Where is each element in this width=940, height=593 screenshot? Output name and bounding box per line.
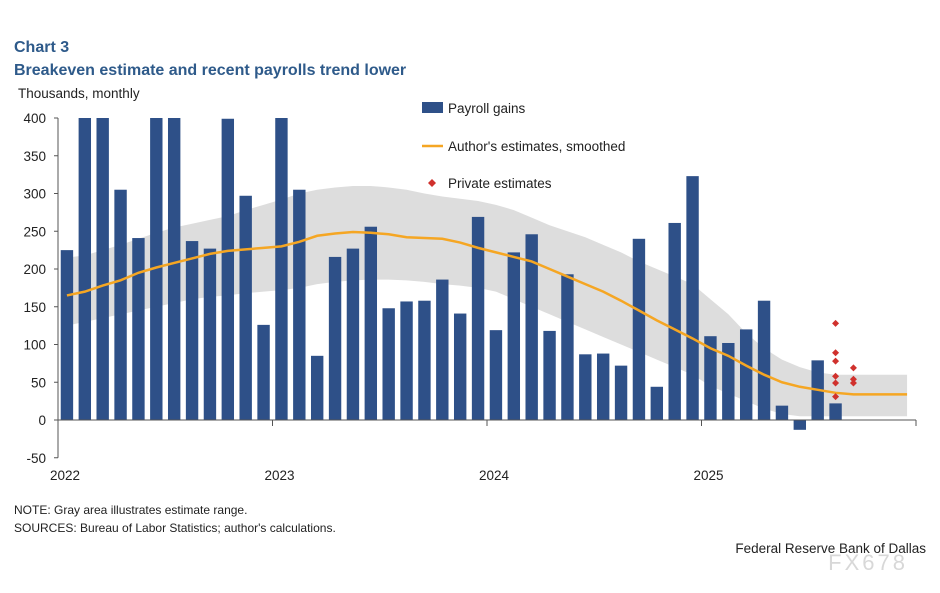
y-tick-label: 50 — [31, 375, 46, 390]
x-tick-label: 2024 — [479, 468, 510, 483]
y-tick-label: 250 — [23, 224, 46, 239]
x-tick-label: 2022 — [50, 468, 80, 483]
payroll-bar-2022-07 — [167, 118, 181, 420]
payroll-bar-2023-09 — [418, 300, 431, 420]
payroll-bar-2024-09 — [632, 238, 646, 420]
legend-payroll-gains: Payroll gains — [448, 101, 526, 116]
payroll-bar-2024-08 — [614, 365, 628, 420]
private-estimate-point-8 — [849, 379, 857, 387]
y-tick-label: 400 — [23, 111, 46, 126]
payroll-bar-2022-02 — [78, 118, 92, 420]
private-estimate-point-5 — [832, 393, 840, 401]
private-estimate-point-2 — [832, 357, 840, 365]
payroll-bar-2024-04 — [543, 330, 556, 420]
private-estimate-dots — [832, 319, 857, 401]
payroll-bar-2024-01 — [489, 330, 503, 420]
private-estimate-point-0 — [832, 319, 840, 327]
payroll-bar-2024-03 — [525, 234, 538, 420]
y-tick-label: 350 — [23, 149, 46, 164]
estimate-line-group — [66, 230, 908, 396]
footnote: NOTE: Gray area illustrates estimate ran… — [14, 503, 247, 517]
legend-private-estimates: Private estimates — [448, 176, 552, 191]
payroll-bar-2022-03 — [96, 118, 109, 420]
watermark: FX678 — [828, 550, 908, 575]
payroll-bar-2023-01 — [275, 118, 288, 420]
y-axis-label: Thousands, monthly — [18, 86, 140, 101]
payroll-bar-2023-08 — [400, 301, 413, 420]
payroll-bar-2024-06 — [579, 354, 592, 420]
payroll-bar-2024-05 — [561, 274, 574, 420]
chart-number: Chart 3 — [14, 39, 69, 56]
y-tick-label: -50 — [26, 451, 46, 466]
payroll-bar-2022-01 — [60, 250, 74, 420]
private-estimate-point-7 — [849, 375, 857, 383]
private-estimate-point-6 — [849, 364, 857, 372]
payroll-bar-2024-02 — [507, 252, 521, 420]
y-tick-label: 0 — [38, 413, 46, 428]
payroll-bar-2023-12 — [471, 216, 485, 420]
private-estimate-point-3 — [832, 372, 840, 380]
payroll-bar-2025-04 — [757, 300, 771, 420]
legend: Payroll gains Author's estimates, smooth… — [422, 101, 625, 191]
payroll-bar-2022-08 — [185, 241, 199, 420]
payroll-bar-2025-01 — [704, 336, 717, 420]
x-tick-label: 2023 — [264, 468, 294, 483]
y-tick-label: 100 — [23, 338, 46, 353]
payroll-bar-2022-09 — [203, 248, 217, 420]
payroll-bar-2025-02 — [722, 342, 735, 420]
payroll-bar-2023-02 — [293, 189, 306, 420]
payroll-bar-2025-05 — [775, 405, 789, 420]
sources: SOURCES: Bureau of Labor Statistics; aut… — [14, 521, 336, 535]
payroll-bars — [60, 118, 842, 430]
private-estimate-point-1 — [832, 349, 840, 357]
payroll-bar-2025-03 — [739, 329, 753, 420]
payroll-bar-2022-12 — [257, 324, 270, 420]
x-tick-label: 2025 — [693, 468, 723, 483]
payroll-bar-2025-08 — [829, 403, 842, 420]
y-tick-label: 150 — [23, 300, 46, 315]
payroll-bar-2024-07 — [596, 353, 610, 420]
payroll-bar-2024-10 — [650, 386, 664, 420]
axes: 400 350 300 250 200 150 100 50 0 -50 2022 2023 2024 2… — [23, 111, 917, 483]
payroll-bar-2023-04 — [328, 256, 342, 420]
chart-title: Breakeven estimate and recent payrolls t… — [14, 62, 406, 79]
payroll-bar-2022-10 — [221, 118, 235, 420]
payroll-bar-2022-05 — [132, 238, 145, 420]
payroll-bar-2022-11 — [239, 195, 252, 420]
payroll-bar-2025-06 — [793, 420, 807, 430]
payroll-bar-2023-10 — [436, 279, 449, 420]
payroll-bar-2023-05 — [346, 248, 360, 420]
payroll-bar-2024-11 — [668, 222, 681, 420]
credit: Federal Reserve Bank of Dallas — [735, 541, 926, 556]
payroll-bar-2023-11 — [453, 313, 467, 420]
authors-estimate-line — [66, 230, 908, 396]
payroll-bar-2023-07 — [382, 308, 395, 420]
payroll-bar-2024-12 — [686, 176, 699, 420]
legend-diamond-swatch — [428, 179, 436, 187]
y-tick-label: 300 — [23, 187, 46, 202]
private-estimate-point-4 — [832, 379, 840, 387]
payroll-bar-2022-04 — [114, 189, 127, 420]
legend-bar-swatch — [422, 102, 443, 113]
legend-authors-estimates: Author's estimates, smoothed — [448, 139, 625, 154]
y-tick-label: 200 — [23, 262, 46, 277]
payroll-bar-2023-03 — [310, 355, 324, 420]
payroll-bar-2022-06 — [150, 118, 163, 420]
payroll-bar-2023-06 — [364, 226, 378, 420]
